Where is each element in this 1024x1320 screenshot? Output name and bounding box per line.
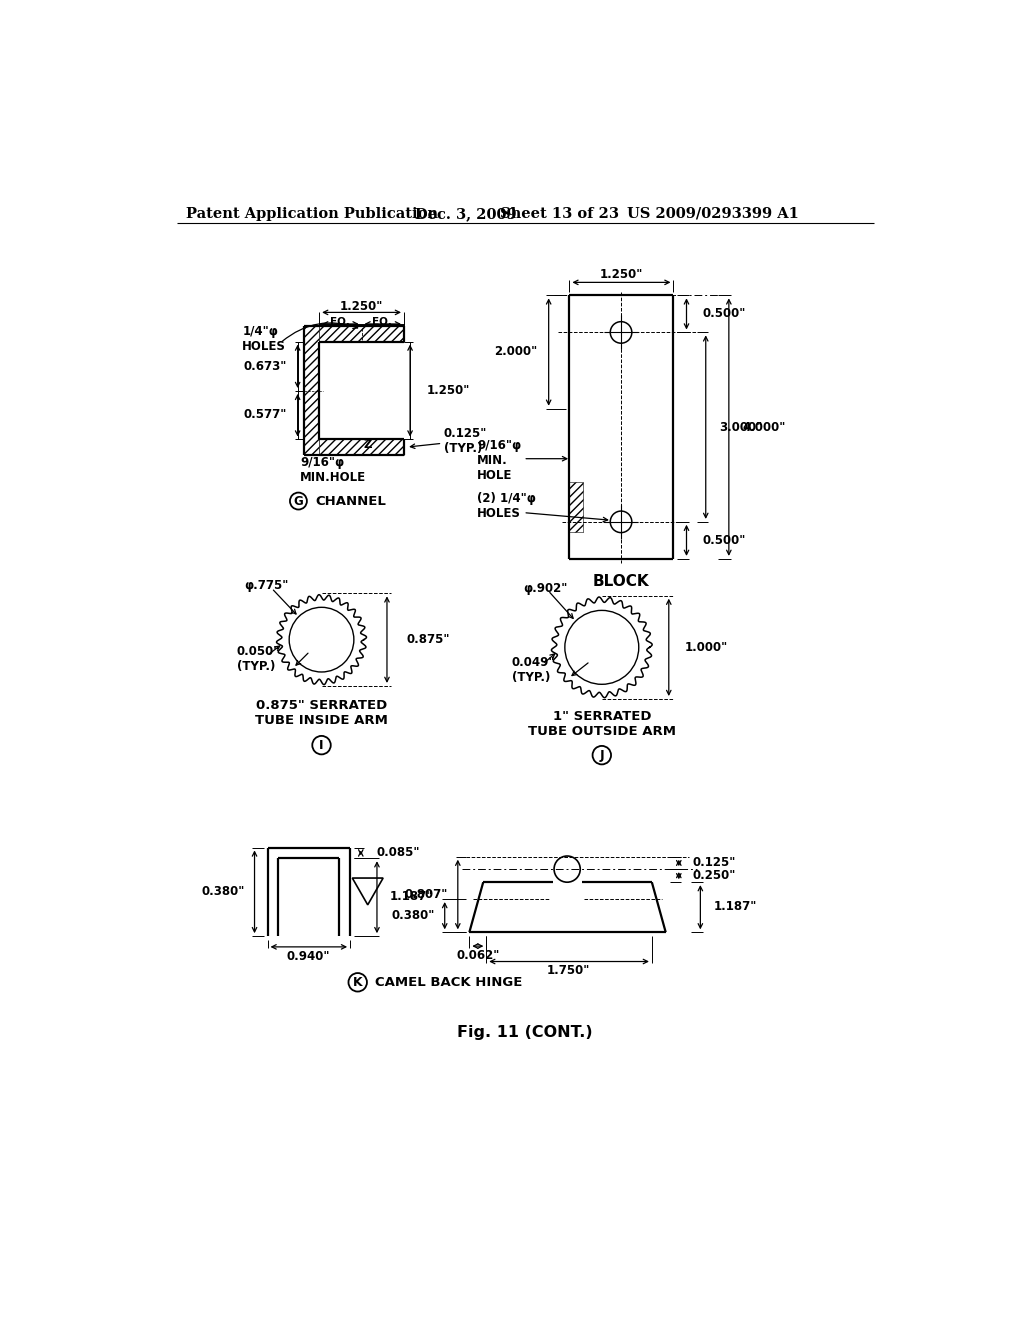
Text: EQ.: EQ. <box>373 317 392 326</box>
Text: EQ.: EQ. <box>330 317 350 326</box>
Bar <box>319 440 403 455</box>
Text: (2) 1/4"φ
HOLES: (2) 1/4"φ HOLES <box>477 492 536 520</box>
Text: 1.250": 1.250" <box>340 300 383 313</box>
Text: Fig. 11 (CONT.): Fig. 11 (CONT.) <box>457 1024 593 1040</box>
Text: 0.875": 0.875" <box>407 634 450 647</box>
Text: Sheet 13 of 23: Sheet 13 of 23 <box>500 207 620 220</box>
Text: φ.902": φ.902" <box>523 582 567 594</box>
Text: 0.673": 0.673" <box>244 360 287 372</box>
Text: 0.049"
(TYP.): 0.049" (TYP.) <box>512 656 555 685</box>
Text: 1.187": 1.187" <box>714 900 757 913</box>
Text: 0.380": 0.380" <box>201 884 245 898</box>
Text: 9/16"φ
MIN.
HOLE: 9/16"φ MIN. HOLE <box>477 438 521 482</box>
Text: 0.250": 0.250" <box>692 869 736 882</box>
Text: 3.000": 3.000" <box>720 421 763 434</box>
Text: Patent Application Publication: Patent Application Publication <box>186 207 438 220</box>
Text: 0.500": 0.500" <box>702 533 746 546</box>
Text: US 2009/0293399 A1: US 2009/0293399 A1 <box>628 207 799 220</box>
Bar <box>304 326 319 455</box>
Text: 1.250": 1.250" <box>427 384 470 397</box>
Text: 1.250": 1.250" <box>599 268 643 281</box>
Text: 4.000": 4.000" <box>742 421 786 434</box>
Text: BLOCK: BLOCK <box>593 574 649 590</box>
Text: φ.775": φ.775" <box>245 579 289 593</box>
Text: CHANNEL: CHANNEL <box>315 495 386 508</box>
Text: 0.125"
(TYP.): 0.125" (TYP.) <box>444 426 487 455</box>
Text: 0.125": 0.125" <box>692 857 736 870</box>
Text: Dec. 3, 2009: Dec. 3, 2009 <box>416 207 517 220</box>
Text: 1.750": 1.750" <box>547 964 591 977</box>
Text: G: G <box>294 495 303 508</box>
Text: 1/4"φ
HOLES: 1/4"φ HOLES <box>243 325 286 352</box>
Text: 0.875" SERRATED
TUBE INSIDE ARM: 0.875" SERRATED TUBE INSIDE ARM <box>255 698 388 727</box>
Text: 1.187": 1.187" <box>390 890 433 903</box>
Text: J: J <box>599 748 604 762</box>
Text: 0.062": 0.062" <box>456 949 500 962</box>
Text: 0.500": 0.500" <box>702 308 746 321</box>
Text: 2.000": 2.000" <box>494 345 538 358</box>
Text: K: K <box>353 975 362 989</box>
Text: Z: Z <box>364 437 372 450</box>
Text: 0.050"
(TYP.): 0.050" (TYP.) <box>237 645 281 673</box>
Text: 1.000": 1.000" <box>684 640 727 653</box>
Bar <box>319 326 403 342</box>
Text: I: I <box>319 739 324 751</box>
Text: 0.940": 0.940" <box>287 949 330 962</box>
Text: CAMEL BACK HINGE: CAMEL BACK HINGE <box>376 975 523 989</box>
Text: 0.577": 0.577" <box>244 408 287 421</box>
Text: 9/16"φ
MIN.HOLE: 9/16"φ MIN.HOLE <box>300 457 367 484</box>
Text: 0.807": 0.807" <box>404 888 447 902</box>
Text: 1" SERRATED
TUBE OUTSIDE ARM: 1" SERRATED TUBE OUTSIDE ARM <box>527 710 676 738</box>
Bar <box>569 482 583 532</box>
Text: 0.380": 0.380" <box>391 908 435 921</box>
Text: 0.085": 0.085" <box>377 846 421 859</box>
